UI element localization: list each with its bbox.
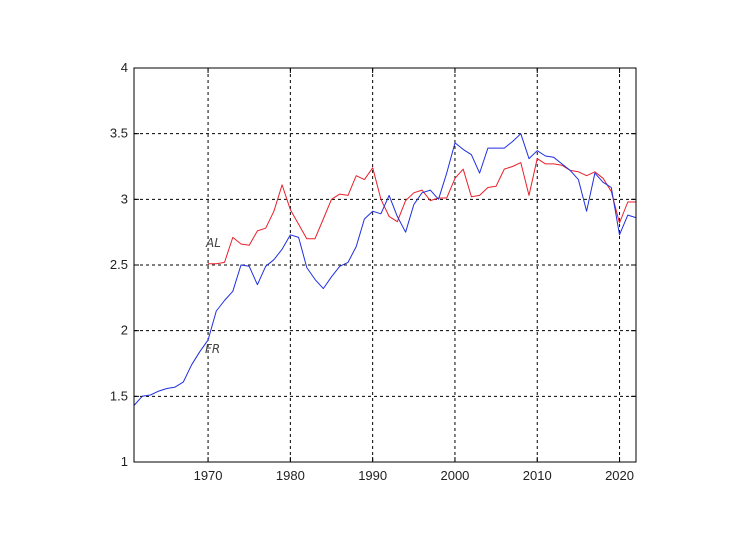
y-tick-label: 1 bbox=[121, 454, 128, 469]
y-axis-labels: 1 1.5 2 2.5 3 3.5 4 bbox=[110, 60, 128, 469]
series-label-fr: FR bbox=[205, 342, 220, 356]
y-tick-label: 3.5 bbox=[110, 126, 128, 141]
y-tick-label: 2.5 bbox=[110, 257, 128, 272]
x-axis-labels: 1970 1980 1990 2000 2010 2020 bbox=[194, 468, 634, 483]
x-tick-label: 1990 bbox=[358, 468, 387, 483]
y-tick-label: 1.5 bbox=[110, 388, 128, 403]
x-tick-label: 1970 bbox=[194, 468, 223, 483]
y-tick-label: 4 bbox=[121, 60, 128, 75]
x-tick-label: 2020 bbox=[605, 468, 634, 483]
series-line-fr bbox=[133, 133, 637, 406]
x-tick-label: 2010 bbox=[523, 468, 552, 483]
plot-background bbox=[134, 68, 636, 462]
axis-ticks bbox=[134, 67, 636, 463]
x-tick-label: 1980 bbox=[276, 468, 305, 483]
y-tick-label: 2 bbox=[121, 323, 128, 338]
series-line-al bbox=[208, 158, 636, 265]
x-tick-label: 2000 bbox=[440, 468, 469, 483]
series-label-al: AL bbox=[205, 236, 221, 250]
series-lines bbox=[133, 133, 637, 406]
y-tick-label: 3 bbox=[121, 191, 128, 206]
